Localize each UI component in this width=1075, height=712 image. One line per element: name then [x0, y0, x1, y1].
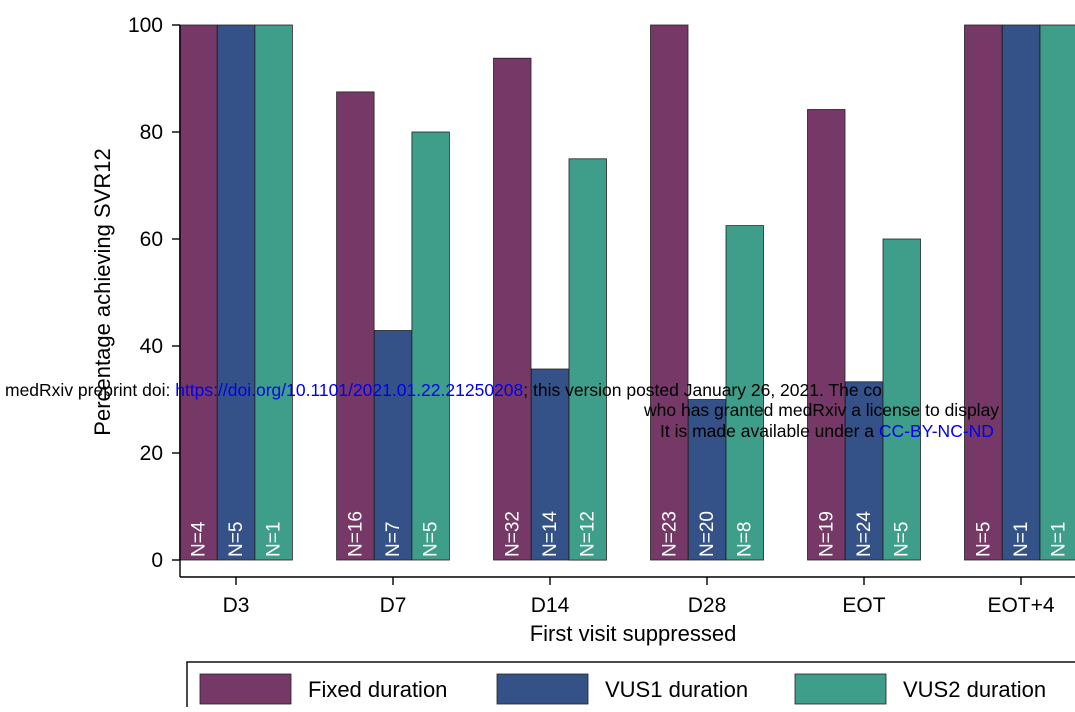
x-tick-label: D3 — [223, 594, 250, 617]
bar-D28-series-2 — [687, 399, 727, 561]
axes-group — [179, 25, 1075, 578]
bar-EOT+4-series-3 — [1039, 24, 1075, 561]
watermark-line1-suffix: ; this version posted January 26, 2021. … — [523, 380, 882, 400]
bar-count-label: N=5 — [973, 522, 994, 557]
bar-count-label: N=4 — [188, 521, 209, 557]
bar-D28-series-3 — [725, 225, 764, 561]
bar-count-label: N=1 — [1049, 522, 1070, 557]
watermark-line2: who has granted medRxiv a license to dis… — [643, 400, 999, 420]
watermark-line3-prefix: It is made available under a — [660, 421, 879, 441]
bar-EOT-series-3 — [882, 238, 921, 561]
x-tick-label: EOT+4 — [987, 594, 1054, 617]
bar-D7-series-3 — [411, 131, 450, 561]
x-tick-label: D28 — [688, 594, 727, 617]
bar-count-label: N=12 — [578, 511, 599, 557]
y-tick-label: 0 — [151, 549, 163, 572]
y-tick-label: 20 — [140, 442, 163, 465]
bar-count-label: N=8 — [735, 522, 756, 557]
bar-D14-series-1 — [493, 57, 532, 561]
legend-swatch — [496, 673, 589, 705]
bar-count-label: N=1 — [1011, 522, 1032, 557]
bar-count-label: N=20 — [697, 511, 718, 557]
bar-D7-series-2 — [373, 330, 413, 561]
bar-count-label: N=5 — [226, 522, 247, 557]
bar-count-label: N=19 — [816, 511, 837, 557]
bar-D3-series-3 — [254, 24, 293, 561]
bar-EOT+4-series-1 — [964, 24, 1003, 561]
bar-D14-series-2 — [530, 368, 570, 561]
x-tick-label: EOT — [842, 594, 885, 617]
bar-count-label: N=1 — [264, 522, 285, 557]
legend-label: Fixed duration — [308, 677, 447, 702]
watermark-line1: medRxiv preprint doi: https://doi.org/10… — [5, 380, 882, 400]
bar-count-label: N=5 — [892, 522, 913, 557]
y-axis-title: Percentage achieving SVR12 — [90, 148, 115, 435]
legend-frame — [186, 661, 1075, 712]
bar-D3-series-1 — [179, 24, 218, 561]
bar-D3-series-2 — [216, 24, 256, 561]
watermark-license-link[interactable]: CC-BY-NC-ND — [879, 421, 994, 441]
bar-EOT+4-series-2 — [1001, 24, 1041, 561]
legend-swatch — [794, 673, 887, 705]
y-tick-label: 60 — [140, 228, 163, 251]
watermark: medRxiv preprint doi: https://doi.org/10… — [5, 380, 999, 441]
bar-EOT-series-1 — [807, 109, 846, 561]
bar-EOT-series-2 — [844, 381, 884, 561]
bar-count-label: N=7 — [383, 522, 404, 557]
legend: Fixed duration VUS1 duration VUS2 duration — [186, 661, 1075, 712]
bar-count-label: N=23 — [659, 511, 680, 557]
x-tick-label: D14 — [531, 594, 570, 617]
legend-label: VUS2 duration — [903, 677, 1046, 702]
bar-D7-series-1 — [336, 91, 375, 561]
y-tick-label: 100 — [128, 14, 163, 37]
bar-count-label: N=5 — [421, 522, 442, 557]
legend-label: VUS1 duration — [605, 677, 748, 702]
x-axis-title: First visit suppressed — [530, 621, 737, 646]
bar-count-label: N=14 — [540, 511, 561, 557]
bar-count-label: N=24 — [854, 511, 875, 557]
watermark-line1-prefix: medRxiv preprint doi: — [5, 380, 175, 400]
legend-swatch — [199, 673, 292, 705]
watermark-doi-link[interactable]: https://doi.org/10.1101/2021.01.22.21250… — [175, 380, 523, 400]
x-tick-label: D7 — [380, 594, 407, 617]
bar-D28-series-1 — [650, 24, 689, 561]
bar-D14-series-3 — [568, 158, 607, 561]
y-tick-label: 80 — [140, 121, 163, 144]
y-tick-label: 40 — [140, 335, 163, 358]
ticks-group: 0 20 40 60 80 100 D3 D7 D14 D28 EOT EOT+4 — [128, 14, 1055, 617]
bars-group: N=4 N=5 N=1 N=16 N=7 N=5 N=32 N=14 N=12 N=23 N=20 N… — [179, 24, 1075, 561]
watermark-line3: It is made available under a CC-BY-NC-ND — [660, 421, 994, 441]
bar-count-label: N=32 — [502, 511, 523, 557]
bar-count-label: N=16 — [345, 511, 366, 557]
